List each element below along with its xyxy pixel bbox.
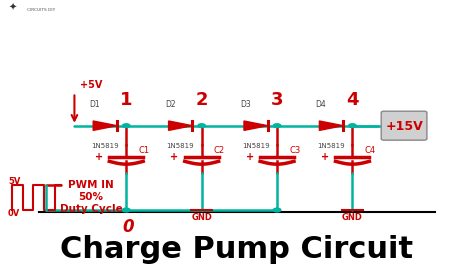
Text: +15V: +15V: [385, 120, 423, 133]
Text: D3: D3: [240, 100, 251, 109]
Text: 1N5819: 1N5819: [242, 143, 270, 149]
Text: C2: C2: [214, 146, 225, 155]
Text: D4: D4: [316, 100, 326, 109]
Text: PWM IN: PWM IN: [68, 180, 114, 190]
Text: Charge Pump Circuit: Charge Pump Circuit: [61, 235, 413, 264]
Text: 4: 4: [346, 90, 359, 109]
Text: 1N5819: 1N5819: [167, 143, 194, 149]
Text: ✦: ✦: [9, 3, 17, 13]
Text: CIRCUITS DIY: CIRCUITS DIY: [27, 8, 55, 12]
Text: C3: C3: [289, 146, 301, 155]
Text: C1: C1: [138, 146, 150, 155]
Circle shape: [122, 208, 130, 212]
FancyBboxPatch shape: [381, 111, 427, 140]
Text: C4: C4: [365, 146, 376, 155]
Text: GND: GND: [191, 213, 212, 222]
Text: GND: GND: [342, 213, 363, 222]
Circle shape: [273, 124, 281, 128]
Text: +: +: [246, 152, 254, 161]
Polygon shape: [93, 121, 117, 130]
Text: 1N5819: 1N5819: [318, 143, 345, 149]
Text: 1N5819: 1N5819: [91, 143, 119, 149]
Text: D2: D2: [165, 100, 175, 109]
Text: 0V: 0V: [8, 209, 20, 218]
Text: 1: 1: [120, 90, 133, 109]
Circle shape: [122, 124, 130, 128]
Text: +: +: [170, 152, 178, 161]
Polygon shape: [319, 121, 343, 130]
Text: 3: 3: [271, 90, 283, 109]
Circle shape: [273, 208, 281, 212]
Text: 2: 2: [195, 90, 208, 109]
Text: Duty Cycle: Duty Cycle: [60, 204, 122, 214]
Text: +: +: [321, 152, 329, 161]
Text: +: +: [95, 152, 103, 161]
Polygon shape: [169, 121, 192, 130]
Circle shape: [349, 124, 356, 128]
Polygon shape: [244, 121, 268, 130]
Text: +5V: +5V: [80, 80, 102, 90]
Circle shape: [198, 124, 205, 128]
Text: 50%: 50%: [78, 192, 103, 202]
Text: D1: D1: [90, 100, 100, 109]
Text: 5V: 5V: [8, 177, 20, 186]
Text: 0: 0: [123, 218, 135, 236]
